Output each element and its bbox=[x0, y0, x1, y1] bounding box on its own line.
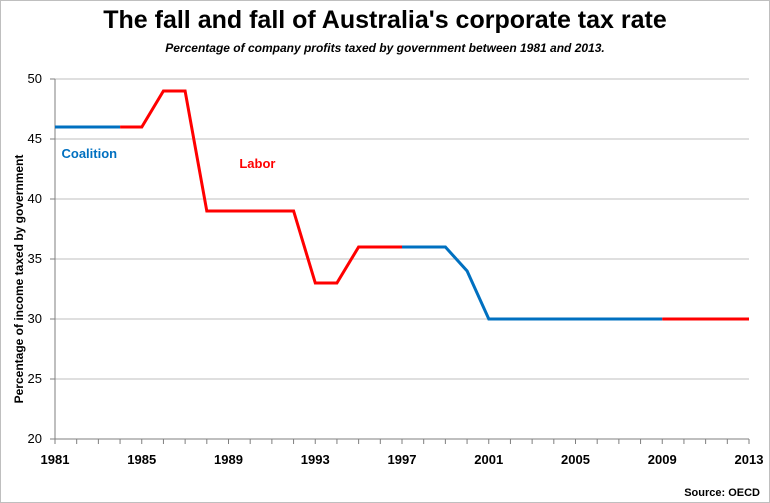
x-tick-label: 1989 bbox=[214, 452, 243, 467]
x-tick-label: 1981 bbox=[41, 452, 70, 467]
series-labor-segment-1 bbox=[120, 89, 402, 285]
y-tick-label: 40 bbox=[28, 191, 42, 206]
y-tick-label: 50 bbox=[28, 71, 42, 86]
x-tick-label: 1993 bbox=[301, 452, 330, 467]
annotation-labor: Labor bbox=[239, 156, 275, 171]
annotation-coalition: Coalition bbox=[62, 146, 118, 161]
x-tick-label: 2005 bbox=[561, 452, 590, 467]
y-tick-label: 30 bbox=[28, 311, 42, 326]
grid-lines bbox=[55, 78, 749, 440]
labels: 20 25 30 35 40 45 50 1981 1985 1989 1993 1997 2001 20… bbox=[12, 71, 763, 467]
x-tick-label: 1985 bbox=[127, 452, 156, 467]
x-tick-label: 2009 bbox=[648, 452, 677, 467]
y-tick-label: 20 bbox=[28, 431, 42, 446]
y-axis-label: Percentage of income taxed by government bbox=[12, 155, 26, 404]
x-tick-label: 1997 bbox=[388, 452, 417, 467]
y-tick-label: 25 bbox=[28, 371, 42, 386]
y-tick-label: 35 bbox=[28, 251, 42, 266]
axes bbox=[50, 78, 750, 444]
x-tick-label: 2013 bbox=[735, 452, 764, 467]
chart-title: The fall and fall of Australia's corpora… bbox=[103, 6, 667, 34]
source-note: Source: OECD bbox=[684, 487, 760, 499]
chart-subtitle: Percentage of company profits taxed by g… bbox=[165, 41, 605, 55]
x-tick-label: 2001 bbox=[474, 452, 503, 467]
series-coalition-segment-2 bbox=[402, 245, 663, 321]
series-lines bbox=[55, 89, 749, 321]
y-tick-label: 45 bbox=[28, 131, 42, 146]
